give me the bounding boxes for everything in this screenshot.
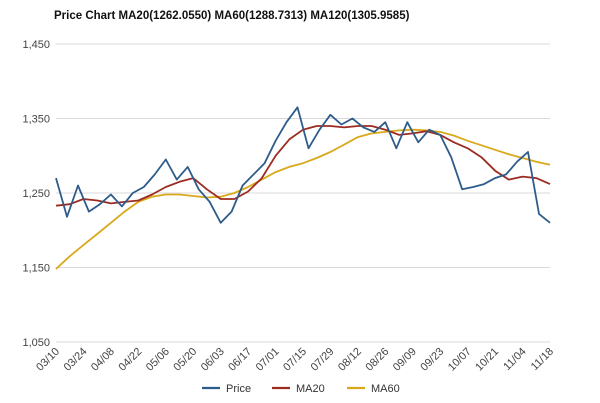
- x-tick-label: 04/22: [117, 346, 145, 374]
- x-tick-label: 03/24: [62, 346, 90, 374]
- x-tick-label: 07/01: [254, 346, 282, 374]
- x-tick-label: 09/09: [391, 346, 419, 374]
- legend-label-ma60: MA60: [371, 383, 400, 395]
- x-tick-label: 05/20: [171, 346, 199, 374]
- x-tick-label: 06/03: [199, 346, 227, 374]
- x-tick-label: 07/29: [309, 346, 337, 374]
- series-line-ma60: [55, 128, 551, 270]
- x-tick-label: 09/23: [418, 346, 446, 374]
- series-line-ma20: [55, 125, 551, 207]
- x-tick-label: 07/15: [281, 346, 309, 374]
- grid-layer: [56, 43, 550, 343]
- x-tick-label: 08/26: [364, 346, 392, 374]
- y-tick-label: 1,050: [22, 337, 50, 349]
- x-tick-label: 05/06: [144, 346, 172, 374]
- legend-label-ma20: MA20: [296, 383, 325, 395]
- y-tick-label: 1,250: [22, 188, 50, 200]
- x-tick-label: 11/04: [501, 346, 528, 373]
- y-axis-ticks: 1,050 1,150 1,250 1,350 1,450: [22, 39, 50, 349]
- x-tick-label: 08/12: [336, 346, 364, 374]
- y-tick-label: 1,150: [22, 263, 50, 275]
- y-tick-label: 1,350: [22, 114, 50, 126]
- x-tick-label: 03/10: [34, 346, 62, 374]
- legend-label-price: Price: [226, 383, 251, 395]
- x-tick-label: 10/07: [446, 346, 474, 374]
- chart-title: Price Chart MA20(1262.0550) MA60(1288.73…: [54, 10, 410, 22]
- x-tick-label: 06/17: [226, 346, 254, 374]
- x-tick-label: 11/18: [529, 346, 556, 373]
- x-axis-ticks: 03/10 03/24 04/08 04/22 05/06 05/20 06/03 06/17…: [34, 346, 556, 374]
- legend: Price MA20 MA60: [202, 383, 400, 395]
- x-tick-label: 04/08: [89, 346, 117, 374]
- y-tick-label: 1,450: [22, 39, 50, 51]
- series-layer: [55, 106, 551, 270]
- series-line-price: [55, 106, 551, 224]
- x-tick-label: 10/21: [473, 346, 501, 374]
